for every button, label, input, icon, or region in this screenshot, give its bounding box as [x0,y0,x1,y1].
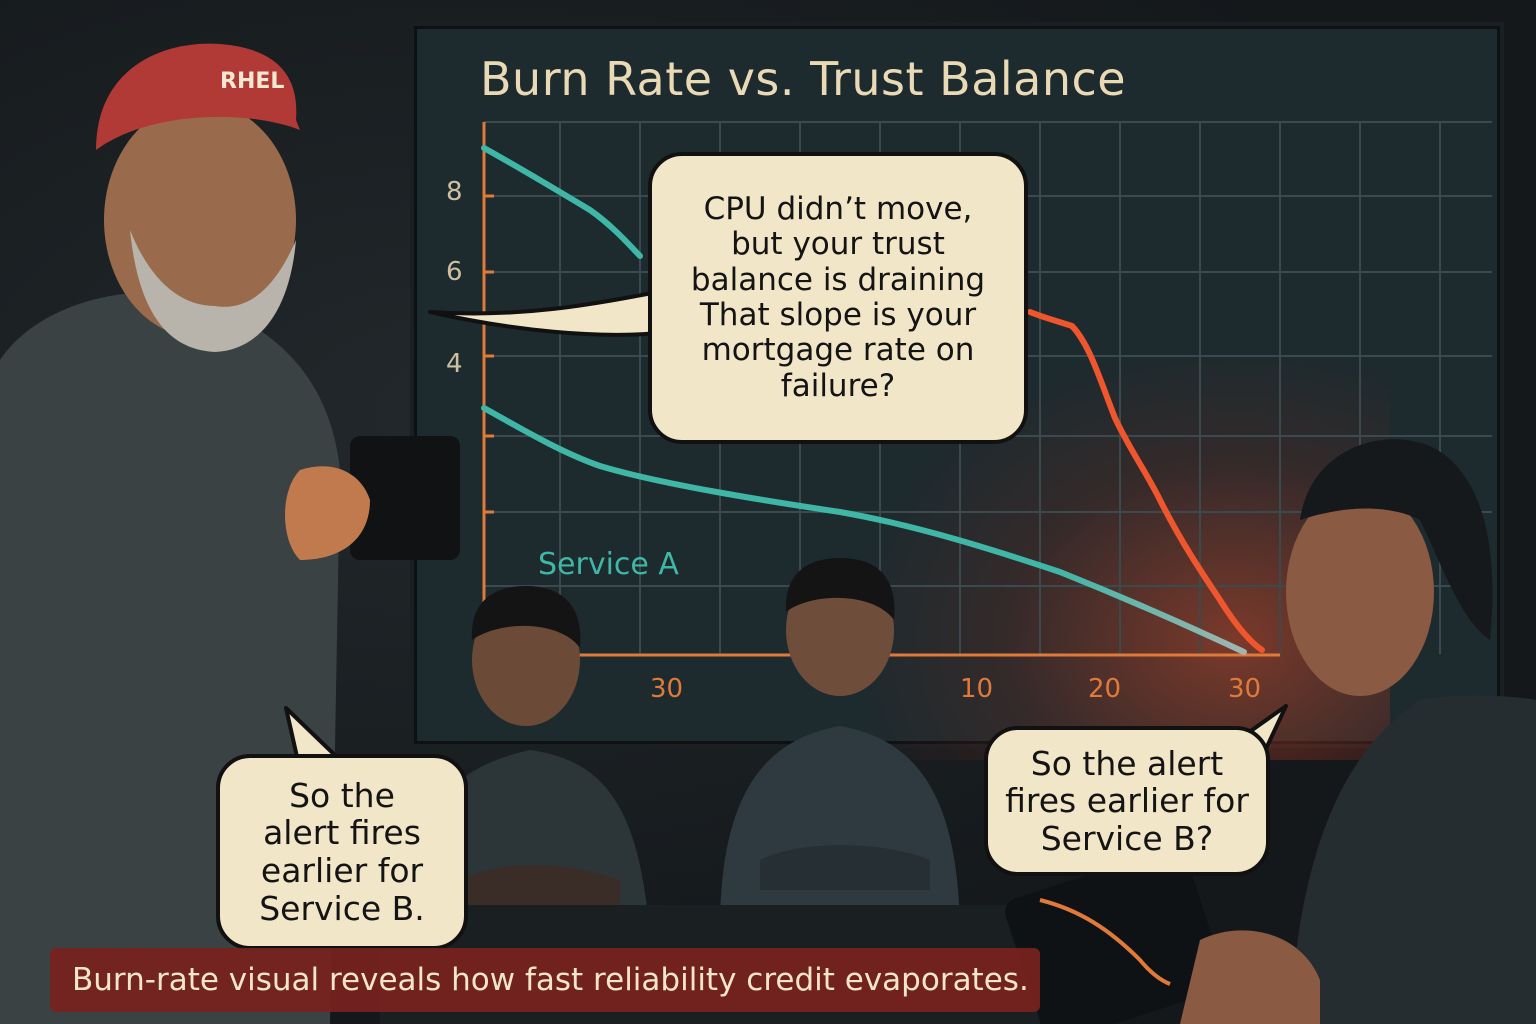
woman [1005,439,1536,1024]
service-a-upper-line [481,145,643,259]
caption-banner: Burn-rate visual reveals how fast reliab… [50,948,1040,1012]
x-tick-label: 20 [1088,674,1121,704]
service-a-line [481,405,1247,655]
chart-title: Burn Rate vs. Trust Balance [480,52,1127,106]
y-axis-ticks [484,194,494,514]
x-tick-label: 30 [650,674,683,704]
speech-bubble-right: So the alert fires earlier for Service B… [984,726,1270,876]
coffee-mug [350,436,460,560]
red-cap [96,43,300,150]
x-tick-label: 30 [1228,674,1261,704]
y-tick-label: 6 [446,257,463,287]
speech-bubble-main: CPU didn’t move, but your trust balance … [648,152,1028,444]
cap-logo: RHEL [220,69,284,94]
speech-bubble-main-text: CPU didn’t move, but your trust balance … [690,191,986,404]
caption-text: Burn-rate visual reveals how fast reliab… [72,962,1029,998]
phone [1005,847,1225,1024]
y-tick-label: 4 [446,349,463,379]
service-b-line [1027,309,1265,653]
speech-bubble-right-text: So the alert fires earlier for Service B… [1005,743,1249,858]
seated-person-middle [719,558,960,940]
y-tick-label: 8 [446,177,463,207]
seated-person-left [410,586,650,940]
speech-bubble-left: So the alert fires earlier for Service B… [216,754,468,950]
main-bubble-tail [428,288,670,337]
speech-bubble-left-text: So the alert fires earlier for Service B… [259,775,425,928]
series-label-service-a: Service A [538,547,679,582]
x-tick-label: 10 [960,674,993,704]
